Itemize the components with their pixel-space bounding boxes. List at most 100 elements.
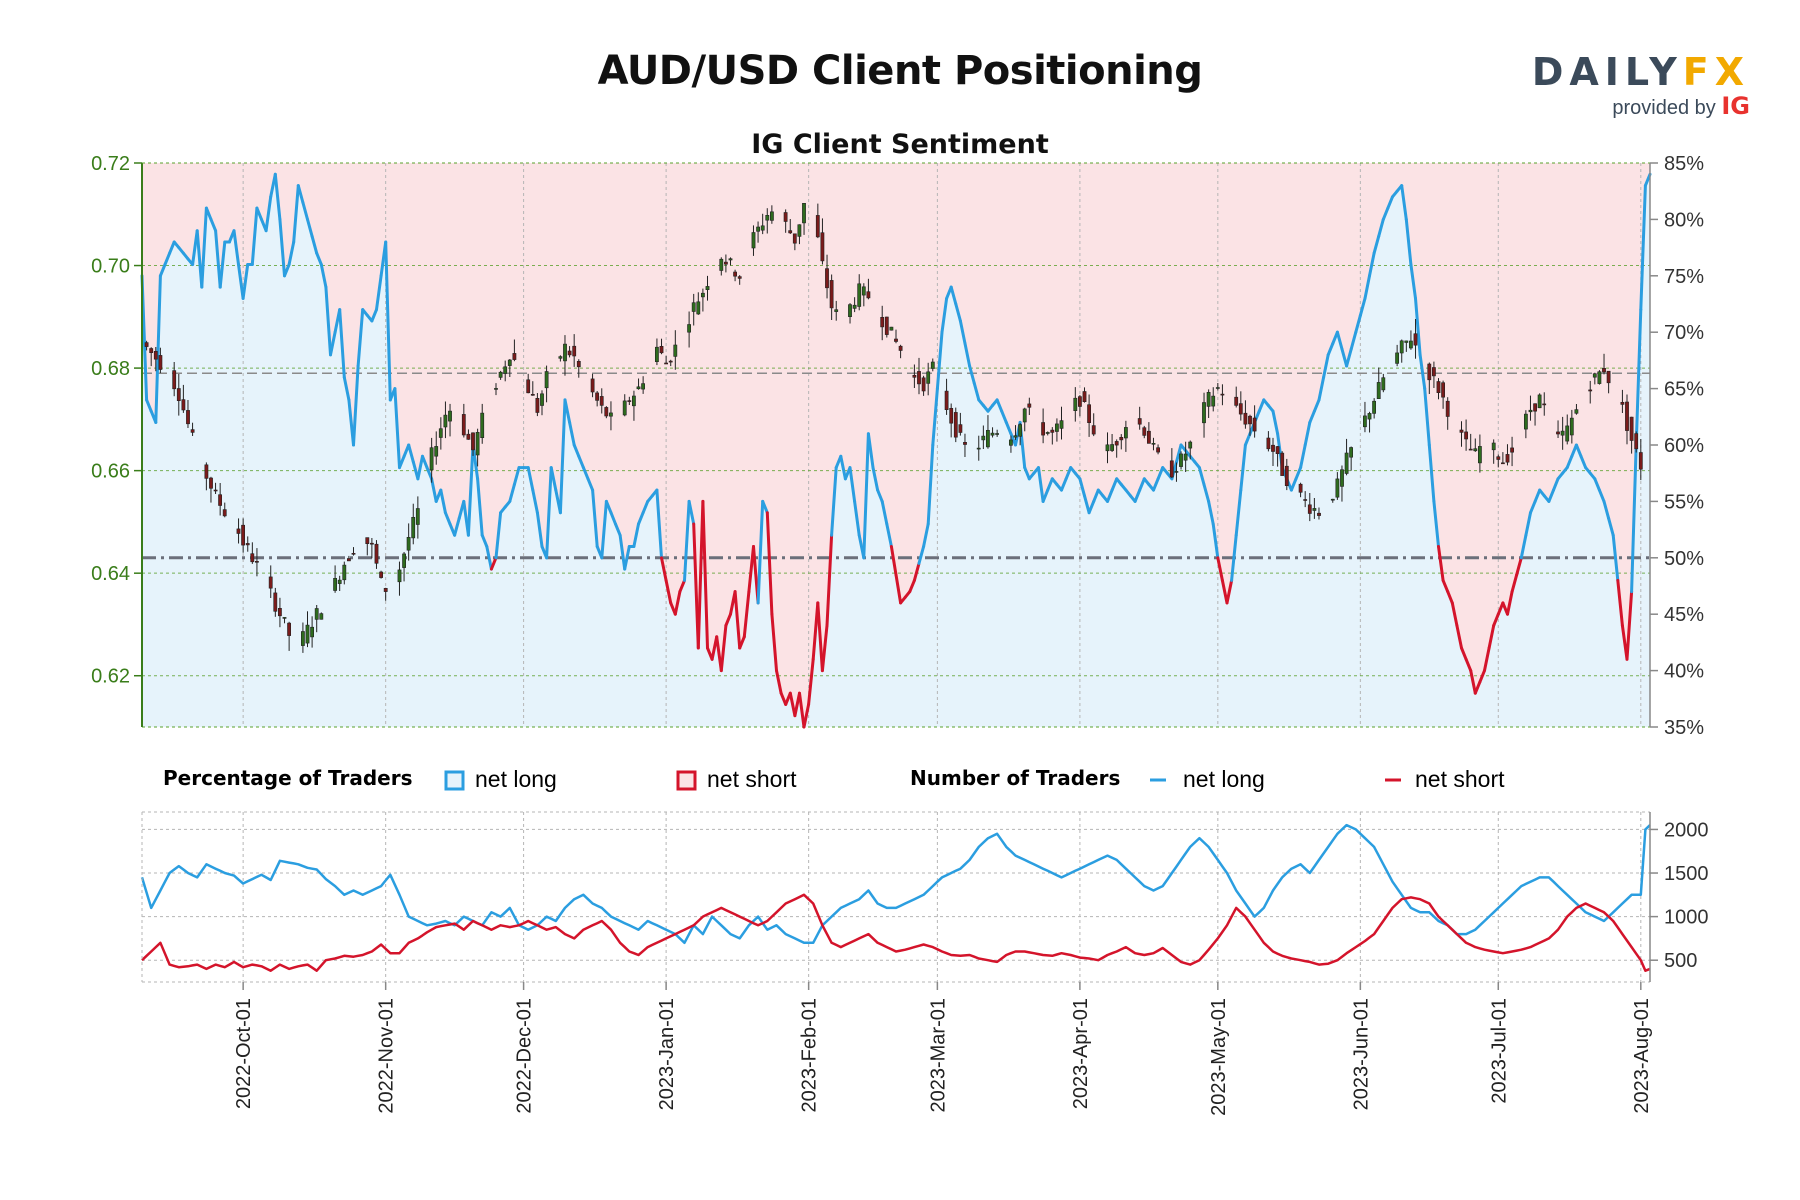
candle-body xyxy=(526,379,531,394)
candle-body xyxy=(1252,417,1257,432)
candle-body xyxy=(1151,442,1156,445)
sentiment-segment xyxy=(549,466,558,492)
sentiment-segment xyxy=(954,302,962,323)
sentiment-segment xyxy=(278,217,286,278)
sentiment-segment xyxy=(319,263,328,289)
candle-body xyxy=(1501,462,1505,465)
sentiment-segment xyxy=(683,499,691,582)
sentiment-segment xyxy=(145,398,153,413)
sentiment-segment xyxy=(1469,669,1477,695)
sentiment-segment xyxy=(241,263,250,300)
candle-body xyxy=(728,258,733,261)
candle-body xyxy=(1041,422,1046,436)
candle-body xyxy=(209,477,213,489)
sentiment-segment xyxy=(200,206,208,289)
sentiment-segment xyxy=(972,381,981,402)
sentiment-segment xyxy=(1574,443,1583,458)
price-tick-label: 0.68 xyxy=(91,358,130,380)
candle-body xyxy=(153,350,158,360)
candle-body xyxy=(1174,471,1179,473)
sentiment-segment xyxy=(825,533,834,627)
sentiment-segment xyxy=(306,217,314,238)
sentiment-segment xyxy=(876,488,884,503)
sentiment-segment xyxy=(1078,477,1086,498)
sentiment-segment xyxy=(1230,533,1238,582)
sentiment-segment xyxy=(1326,342,1335,357)
candle-body xyxy=(1275,446,1280,454)
date-tick-label: 2023-Feb-01 xyxy=(799,998,821,1113)
candle-body xyxy=(889,326,894,331)
price-candles xyxy=(144,203,1643,653)
candle-body xyxy=(268,576,273,589)
candle-body xyxy=(346,558,351,562)
sentiment-segment xyxy=(476,477,484,537)
sentiment-segment xyxy=(770,612,778,673)
candle-body xyxy=(374,543,379,564)
candle-body xyxy=(917,371,921,385)
sentiment-segment xyxy=(287,240,296,266)
candle-body xyxy=(365,537,370,544)
candle-body xyxy=(1340,469,1344,487)
sentiment-segment xyxy=(1317,375,1326,402)
sentiment-segment xyxy=(421,454,429,470)
candle-body xyxy=(1266,437,1271,450)
candle-body xyxy=(1510,447,1515,453)
candle-body xyxy=(448,410,452,422)
candle-body xyxy=(1542,403,1547,406)
pct-tick-label: 75% xyxy=(1664,266,1704,288)
candle-body xyxy=(429,447,434,471)
candle-body xyxy=(944,390,949,411)
sentiment-segment xyxy=(968,364,976,385)
sentiment-segment xyxy=(1607,516,1615,537)
candle-body xyxy=(172,370,177,390)
legend-num-short-label: net short xyxy=(1415,766,1505,792)
sentiment-segment xyxy=(158,263,167,278)
candle-body xyxy=(471,432,475,451)
candle-body xyxy=(1569,417,1574,436)
candle-body xyxy=(282,617,287,619)
sentiment-segment xyxy=(494,511,503,560)
candle-body xyxy=(1556,431,1560,435)
candle-body xyxy=(1202,402,1206,424)
sentiment-segment xyxy=(163,251,172,266)
sentiment-segment xyxy=(742,590,751,639)
traders-tick-label: 500 xyxy=(1664,950,1697,972)
sentiment-segment xyxy=(912,561,921,582)
pct-tick-label: 45% xyxy=(1664,604,1704,626)
sentiment-segment xyxy=(1634,308,1643,447)
candle-body xyxy=(912,374,917,378)
candle-body xyxy=(834,309,839,312)
candle-body xyxy=(1027,403,1032,408)
sentiment-segment xyxy=(1322,353,1330,379)
candle-body xyxy=(751,232,756,249)
sentiment-segment xyxy=(738,635,746,650)
sentiment-segment xyxy=(209,217,218,233)
sentiment-segment xyxy=(1381,206,1390,221)
date-tick-label: 2022-Dec-01 xyxy=(514,998,536,1114)
sentiment-segment xyxy=(1083,494,1091,515)
candle-body xyxy=(930,361,935,369)
candle-body xyxy=(1238,403,1243,415)
candle-body xyxy=(866,291,871,299)
candle-body xyxy=(1055,423,1059,432)
traders-tick-label: 2000 xyxy=(1664,819,1709,841)
candle-body xyxy=(1280,452,1285,476)
candle-body xyxy=(1445,400,1450,417)
pct-tick-label: 55% xyxy=(1664,491,1704,513)
candle-body xyxy=(544,371,549,389)
sentiment-segment xyxy=(1000,409,1008,424)
price-tick-label: 0.66 xyxy=(91,461,130,483)
sentiment-segment xyxy=(1220,578,1229,605)
main-plot-background xyxy=(142,163,1650,728)
candle-body xyxy=(1114,441,1119,446)
candle-body xyxy=(222,509,227,517)
traders-net-short-line xyxy=(141,893,1651,972)
candle-body xyxy=(641,383,646,390)
sentiment-segment xyxy=(1041,488,1050,503)
candle-body xyxy=(664,362,669,365)
candle-body xyxy=(1505,454,1510,463)
sentiment-segment xyxy=(218,240,227,289)
sentiment-segment xyxy=(600,499,608,560)
logo-fx: FX xyxy=(1682,50,1750,94)
sentiment-segment xyxy=(264,195,273,233)
